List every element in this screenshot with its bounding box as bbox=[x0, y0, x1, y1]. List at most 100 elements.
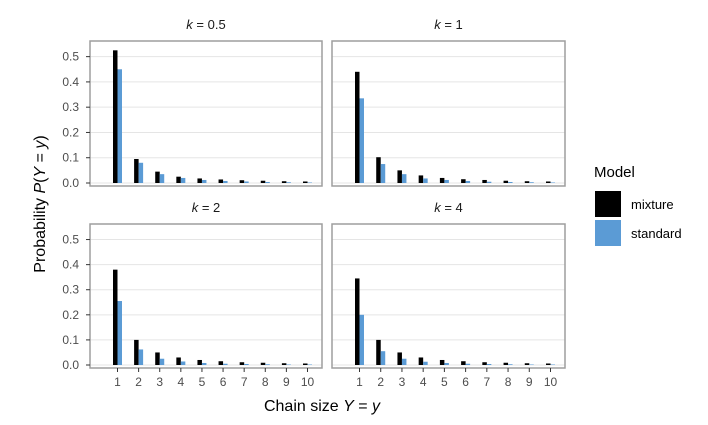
panel-strip-label: k = 2 bbox=[192, 200, 221, 215]
bar-standard-4 bbox=[180, 177, 186, 183]
x-tick-label: 2 bbox=[377, 375, 384, 389]
bar-standard-4 bbox=[423, 361, 428, 365]
panel-border bbox=[89, 223, 323, 369]
bar-mixture-5 bbox=[439, 359, 445, 365]
y-tick-label: 0.3 bbox=[62, 283, 79, 297]
legend-swatch-mixture bbox=[595, 191, 621, 217]
chart-panels: k = 0.5 k = 1 k = 2 k = 4 bbox=[89, 17, 566, 369]
x-tick-label: 4 bbox=[420, 375, 427, 389]
y-tick-label: 0.5 bbox=[62, 233, 79, 247]
y-tick-label: 0.2 bbox=[62, 125, 79, 139]
y-tick-label: 0.4 bbox=[62, 258, 79, 272]
bar-mixture-9 bbox=[524, 181, 530, 183]
bar-mixture-1 bbox=[113, 50, 118, 184]
bar-standard-10 bbox=[307, 182, 312, 183]
bar-mixture-10 bbox=[546, 363, 551, 365]
bar-mixture-1 bbox=[113, 269, 118, 365]
bar-mixture-10 bbox=[303, 363, 308, 365]
bar-mixture-1 bbox=[355, 278, 360, 365]
x-tick-label: 6 bbox=[462, 375, 469, 389]
x-tick-label: 5 bbox=[441, 375, 448, 389]
bar-standard-3 bbox=[159, 174, 165, 183]
bar-mixture-3 bbox=[155, 171, 160, 183]
bar-standard-2 bbox=[380, 164, 386, 183]
x-tick-label: 3 bbox=[399, 375, 406, 389]
bar-mixture-4 bbox=[418, 357, 424, 365]
x-tick-label: 2 bbox=[135, 375, 142, 389]
panel-strip-label: k = 0.5 bbox=[186, 17, 225, 32]
bar-standard-3 bbox=[401, 358, 407, 365]
panel-border bbox=[89, 40, 323, 187]
x-tick-label: 10 bbox=[544, 375, 558, 389]
bar-mixture-4 bbox=[176, 357, 181, 365]
bar-mixture-3 bbox=[155, 352, 160, 365]
panel-strip-label: k = 4 bbox=[434, 200, 463, 215]
bar-mixture-2 bbox=[134, 339, 139, 365]
bar-mixture-8 bbox=[503, 362, 509, 365]
bar-mixture-9 bbox=[281, 181, 287, 183]
bar-mixture-8 bbox=[260, 362, 266, 365]
bar-mixture-6 bbox=[461, 361, 466, 365]
bar-standard-7 bbox=[486, 363, 492, 365]
bar-mixture-1 bbox=[355, 71, 360, 183]
bar-mixture-10 bbox=[546, 181, 551, 183]
x-tick-label: 7 bbox=[241, 375, 248, 389]
bar-standard-2 bbox=[380, 351, 386, 365]
bar-standard-7 bbox=[244, 181, 249, 183]
x-tick-label: 8 bbox=[262, 375, 269, 389]
y-tick-label: 0.1 bbox=[62, 333, 79, 347]
x-tick-label: 8 bbox=[505, 375, 512, 389]
bar-mixture-2 bbox=[376, 339, 381, 365]
y-tick-label: 0.0 bbox=[62, 358, 79, 372]
panel-border bbox=[331, 223, 566, 369]
bar-mixture-4 bbox=[176, 176, 181, 183]
bar-mixture-7 bbox=[482, 362, 487, 365]
x-tick-label: 9 bbox=[526, 375, 533, 389]
panel-strip-label: k = 1 bbox=[434, 17, 463, 32]
x-axis: 1 2 3 4 5 6 7 8 9 10 1 2 3 4 5 6 7 8 9 10 bbox=[114, 368, 557, 389]
bar-mixture-10 bbox=[303, 181, 308, 183]
bar-standard-3 bbox=[401, 174, 407, 183]
bar-mixture-4 bbox=[418, 175, 424, 183]
bar-mixture-7 bbox=[482, 179, 487, 183]
x-tick-label: 7 bbox=[483, 375, 490, 389]
y-tick-label: 0.3 bbox=[62, 100, 79, 114]
bar-standard-6 bbox=[465, 180, 471, 183]
x-tick-label: 10 bbox=[301, 375, 315, 389]
bar-standard-10 bbox=[550, 182, 555, 183]
bar-mixture-6 bbox=[461, 179, 466, 183]
x-tick-label: 1 bbox=[356, 375, 363, 389]
bar-mixture-3 bbox=[397, 352, 402, 365]
y-tick-label: 0.5 bbox=[62, 50, 79, 64]
bar-standard-9 bbox=[529, 364, 534, 365]
bar-standard-1 bbox=[117, 301, 122, 365]
bar-mixture-5 bbox=[197, 178, 202, 183]
bar-mixture-6 bbox=[218, 179, 224, 183]
legend-label-mixture: mixture bbox=[631, 197, 674, 212]
y-tick-label: 0.0 bbox=[62, 176, 79, 190]
bar-mixture-8 bbox=[260, 180, 266, 183]
bar-standard-4 bbox=[423, 178, 428, 183]
y-axes: 0.0 0.1 0.2 0.3 0.4 0.5 0.0 0.1 0.2 0.3 0.4 0.5 bbox=[62, 50, 90, 372]
bar-standard-7 bbox=[486, 181, 492, 183]
bar-mixture-5 bbox=[439, 177, 445, 183]
bar-standard-2 bbox=[138, 162, 144, 183]
bar-mixture-2 bbox=[376, 157, 381, 183]
bar-mixture-9 bbox=[524, 363, 530, 365]
panel-k-4: k = 4 bbox=[331, 200, 566, 369]
x-tick-label: 6 bbox=[220, 375, 227, 389]
bar-standard-9 bbox=[286, 182, 291, 183]
bar-mixture-6 bbox=[218, 361, 224, 365]
bar-mixture-2 bbox=[134, 158, 139, 183]
panel-border bbox=[331, 40, 566, 187]
bar-standard-1 bbox=[117, 69, 122, 183]
bar-standard-7 bbox=[244, 363, 249, 365]
bar-standard-8 bbox=[265, 181, 270, 183]
bar-standard-1 bbox=[359, 98, 364, 183]
legend-title: Model bbox=[594, 164, 635, 181]
bar-standard-8 bbox=[508, 364, 513, 365]
bar-standard-10 bbox=[550, 364, 555, 365]
bar-standard-10 bbox=[307, 364, 312, 365]
panel-k-1: k = 1 bbox=[331, 17, 566, 187]
